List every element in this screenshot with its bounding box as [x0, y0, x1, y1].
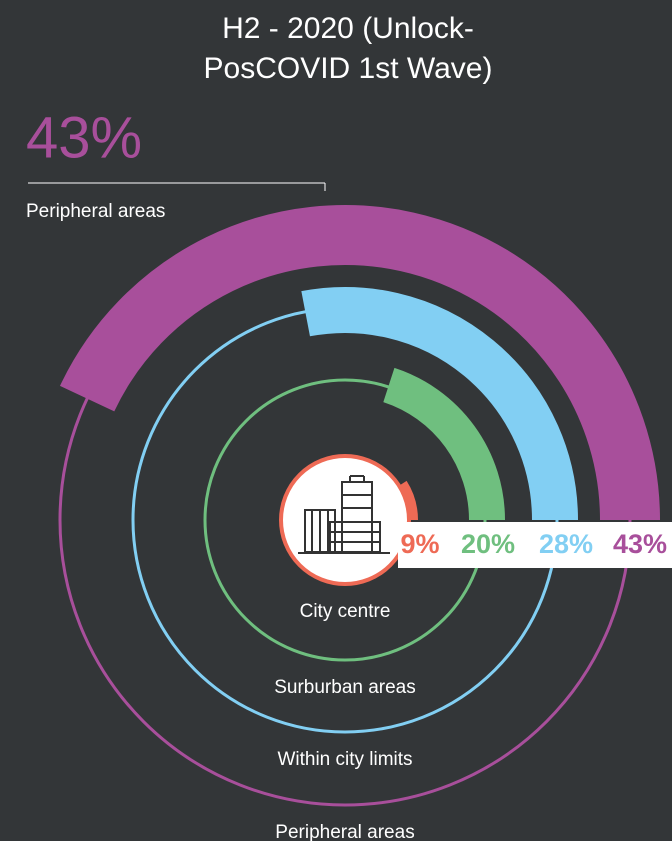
ring-label: Surburban areas — [274, 677, 416, 698]
ring-label: Peripheral areas — [275, 822, 414, 841]
ring-label: City centre — [300, 601, 391, 622]
icon-circle — [279, 454, 411, 586]
radial-bar — [59, 205, 660, 521]
title-line: PosCOVID 1st Wave) — [204, 52, 493, 85]
radial-bar — [382, 367, 505, 521]
highlight-value: 43% — [26, 105, 142, 170]
building-icon — [279, 454, 411, 586]
value-label: 20% — [461, 529, 515, 559]
highlight-category: Peripheral areas — [26, 201, 165, 222]
radial-bar — [398, 480, 418, 521]
value-label: 9% — [400, 529, 439, 559]
rings — [58, 205, 660, 807]
value-label: 28% — [539, 529, 593, 559]
building — [298, 475, 390, 554]
value-label-panel — [398, 522, 672, 568]
value-label: 43% — [613, 529, 667, 559]
ring-label: Within city limits — [277, 749, 412, 770]
radial-bar — [301, 287, 578, 521]
title-line: H2 - 2020 (Unlock- — [222, 12, 474, 45]
